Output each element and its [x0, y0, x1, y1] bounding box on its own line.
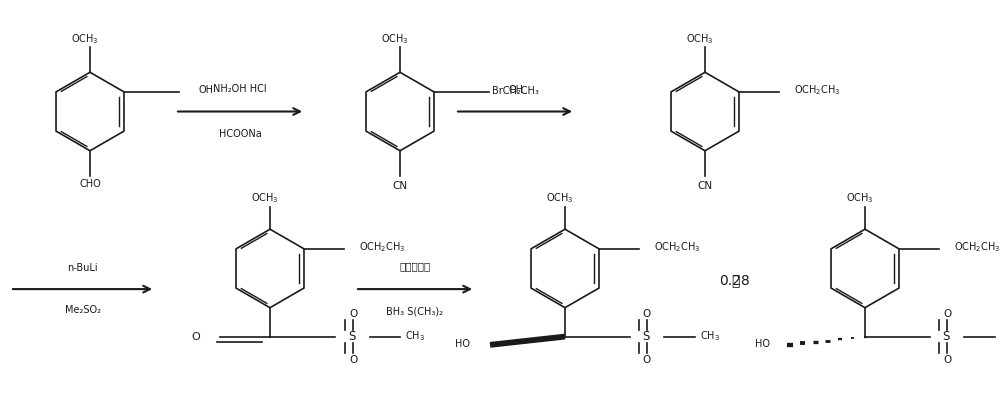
Text: O: O — [349, 355, 357, 365]
Text: CN: CN — [697, 181, 713, 191]
Text: O: O — [349, 309, 357, 319]
Text: CH$_3$: CH$_3$ — [700, 329, 720, 343]
Text: OCH$_3$: OCH$_3$ — [71, 32, 99, 46]
Text: Me₂SO₂: Me₂SO₂ — [64, 305, 100, 315]
Text: CH$_3$: CH$_3$ — [405, 329, 425, 343]
Text: OCH$_2$CH$_3$: OCH$_2$CH$_3$ — [954, 240, 1000, 254]
Text: HO: HO — [755, 339, 770, 349]
Text: OCH$_2$CH$_3$: OCH$_2$CH$_3$ — [359, 240, 406, 254]
Text: S: S — [348, 330, 355, 343]
Text: OCH$_3$: OCH$_3$ — [846, 191, 874, 205]
Text: O: O — [643, 355, 651, 365]
Text: OCH$_3$: OCH$_3$ — [381, 32, 409, 46]
Text: OH: OH — [199, 85, 214, 95]
Text: OCH$_3$: OCH$_3$ — [251, 191, 279, 205]
Text: n-BuLi: n-BuLi — [67, 263, 98, 273]
Text: OCH$_3$: OCH$_3$ — [546, 191, 574, 205]
Text: BH₃ S(CH₃)₂: BH₃ S(CH₃)₂ — [386, 307, 444, 317]
Text: CHO: CHO — [79, 179, 101, 189]
Text: O: O — [943, 355, 951, 365]
Text: O: O — [643, 309, 651, 319]
Text: 或: 或 — [731, 274, 739, 288]
Text: OH: OH — [509, 85, 524, 95]
Text: HO: HO — [455, 339, 470, 349]
Text: CN: CN — [392, 181, 408, 191]
Text: HCOONa: HCOONa — [219, 129, 261, 139]
Text: OCH$_2$CH$_3$: OCH$_2$CH$_3$ — [654, 240, 701, 254]
Text: O: O — [943, 309, 951, 319]
Text: O: O — [191, 332, 200, 342]
Text: S: S — [942, 330, 949, 343]
Text: S: S — [642, 330, 649, 343]
Text: 手性偶化剑: 手性偶化剑 — [399, 261, 431, 271]
Text: OCH$_3$: OCH$_3$ — [686, 32, 714, 46]
Text: NH₂OH HCl: NH₂OH HCl — [213, 84, 267, 94]
Text: 0.28: 0.28 — [720, 274, 750, 288]
Text: OCH$_2$CH$_3$: OCH$_2$CH$_3$ — [794, 83, 841, 97]
Text: BrCH₂CH₃: BrCH₂CH₃ — [492, 86, 538, 96]
